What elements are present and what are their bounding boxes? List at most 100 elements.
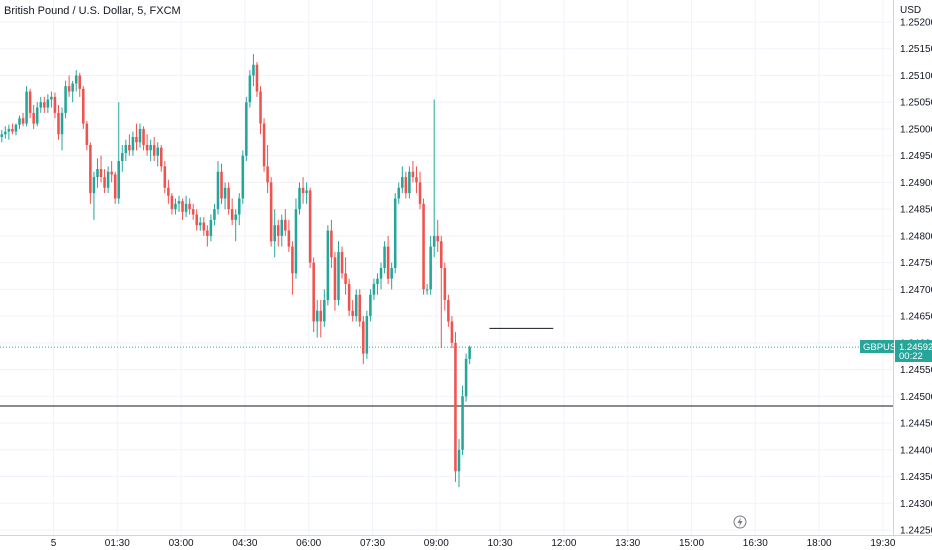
candle-body	[184, 203, 188, 212]
candle	[390, 262, 393, 290]
candle-body	[46, 99, 50, 108]
price-axis[interactable]: 1.25200 1.25150 1.25100 1.25050 1.25000 1.249…	[900, 18, 932, 537]
candle	[138, 123, 142, 148]
candle-body	[163, 166, 167, 188]
candle-body	[103, 177, 106, 188]
candle-body	[425, 289, 429, 291]
candle	[429, 235, 432, 295]
candle-body	[121, 153, 124, 162]
candle	[18, 115, 21, 129]
y-tick-label: 1.25200	[900, 18, 932, 29]
candle	[121, 144, 124, 172]
candle	[0, 130, 4, 143]
candle	[28, 88, 32, 119]
candle	[11, 123, 14, 135]
candle-body	[323, 300, 326, 322]
candle-body	[447, 300, 450, 322]
candle	[213, 203, 216, 226]
candle	[60, 107, 64, 151]
symbol-badge	[860, 340, 894, 353]
candle	[362, 316, 365, 365]
candle	[330, 219, 333, 268]
candle-body	[142, 128, 145, 145]
candle-body	[269, 182, 273, 242]
candle	[85, 120, 89, 151]
candle	[99, 155, 103, 183]
candle	[440, 235, 443, 349]
candle	[436, 219, 440, 252]
candle-body	[319, 310, 323, 322]
candle	[223, 182, 227, 210]
x-tick-label: 12:00	[551, 538, 576, 549]
candle	[273, 209, 276, 258]
x-tick-label: 03:00	[169, 538, 194, 549]
candle-body	[298, 187, 301, 210]
x-tick-label: 19:30	[870, 538, 895, 549]
lightning-icon[interactable]	[733, 515, 747, 529]
candle-body	[149, 144, 152, 151]
candle-body	[248, 75, 252, 103]
candle	[195, 209, 198, 231]
candle	[103, 169, 106, 194]
candle	[50, 91, 53, 108]
candle	[386, 235, 390, 285]
y-tick-label: 1.24450	[900, 419, 932, 430]
last-price-badge: GBPUSD 1.24592 00:22	[860, 340, 932, 362]
candle-body	[159, 147, 163, 167]
candle	[25, 86, 28, 127]
candle	[156, 142, 160, 167]
candle	[227, 182, 230, 215]
candle-body	[443, 267, 447, 301]
candle	[365, 310, 369, 359]
candle-body	[266, 166, 269, 183]
candle-body	[365, 316, 369, 354]
candle-body	[177, 201, 181, 204]
candle-body	[372, 284, 376, 295]
candle	[53, 92, 57, 119]
countdown-label: 00:22	[899, 351, 923, 362]
candle	[457, 439, 461, 488]
candle-body	[89, 144, 92, 194]
candle-body	[7, 128, 11, 132]
candle-body	[138, 128, 142, 143]
candle-body	[450, 321, 454, 343]
candle-body	[276, 225, 280, 236]
last-price-label: 1.24592	[899, 342, 932, 353]
candle-body	[106, 171, 110, 188]
y-tick-label: 1.24500	[900, 392, 932, 403]
candle	[269, 177, 273, 247]
candle-body	[305, 190, 308, 194]
candle	[425, 284, 429, 295]
candle-body	[35, 107, 39, 124]
candle-body	[152, 144, 156, 156]
candle-body	[287, 230, 291, 247]
candle-body	[82, 88, 85, 124]
y-tick-label: 1.24250	[900, 526, 932, 537]
candle	[21, 112, 25, 127]
candle-body	[71, 83, 74, 92]
candle-body	[85, 123, 89, 145]
candle-body	[422, 203, 425, 290]
candle-body	[234, 214, 237, 220]
x-tick-label: 09:00	[424, 538, 449, 549]
candle-body	[358, 294, 362, 322]
candle	[326, 225, 330, 306]
x-tick-label: 04:30	[232, 538, 257, 549]
candles-layer	[0, 54, 471, 488]
x-tick-label: 5	[51, 538, 57, 549]
time-axis[interactable]: 5 01:30 03:00 04:30 06:00 07:30 09:00 10:30 12:0…	[51, 538, 896, 549]
candle	[319, 300, 323, 338]
x-tick-label: 10:30	[488, 538, 513, 549]
candle-body	[92, 177, 96, 194]
candle-body	[135, 136, 138, 143]
candle	[312, 257, 315, 333]
candle-body	[131, 136, 135, 151]
y-tick-label: 1.24400	[900, 445, 932, 456]
x-tick-label: 13:30	[615, 538, 640, 549]
candle	[198, 217, 202, 231]
y-tick-label: 1.24350	[900, 472, 932, 483]
candle-body	[308, 190, 312, 263]
candle-body	[461, 396, 464, 450]
candle-body	[14, 124, 18, 132]
